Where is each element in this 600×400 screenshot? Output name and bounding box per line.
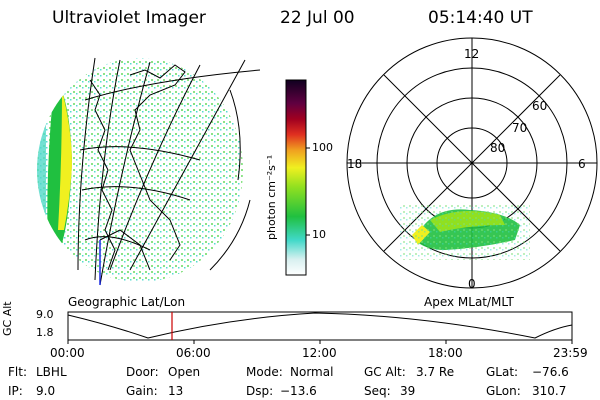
coastline [89,64,186,271]
info-mode-label: Mode: [246,365,283,379]
colorbar-tick-100: 100 [312,141,333,154]
timeline-xtick-0: 00:00 [50,346,85,360]
lat-label-70: 70 [512,121,528,135]
polar-label: Apex MLat/MLT [424,295,514,309]
info-door-value: Open [168,365,201,379]
timeline-xtick-4: 23:59 [553,346,588,360]
info-door-label: Door: [126,365,159,379]
info-glon-value: 310.7 [532,384,567,398]
timeline-ytick-bottom: 1.8 [36,326,54,339]
colorbar-unit: photon cm⁻²s⁻¹ [265,154,278,240]
info-glon-label: GLon: [486,384,521,398]
timeline-xtick-3: 18:00 [428,346,463,360]
time-label: 05:14:40 UT [428,8,533,28]
info-dsp-value: −13.6 [280,384,317,398]
lat-label-60: 60 [532,99,548,113]
info-gain-label: Gain: [126,384,158,398]
info-gain-value: 13 [168,384,184,398]
polar-aurora [400,205,530,260]
lat-label-80: 80 [490,141,506,155]
info-seq-label: Seq: [364,384,391,398]
date-label: 22 Jul 00 [280,8,355,28]
colorbar [285,79,307,276]
info-gcalt-value: 3.7 Re [416,365,455,379]
mlt-label-6: 6 [578,157,586,171]
info-dsp-label: Dsp: [246,384,274,398]
colorbar-tick-10: 10 [312,228,326,241]
app-title: Ultraviolet Imager [52,8,206,28]
mlt-label-12: 12 [464,47,480,61]
info-flt-value: LBHL [36,365,67,379]
geographic-label: Geographic Lat/Lon [68,295,186,309]
timeline-ytick-top: 9.0 [36,308,54,321]
info-flt-label: Flt: [8,365,27,379]
info-ip-label: IP: [8,384,23,398]
info-mode-value: Normal [290,365,334,379]
timeline-ylabel: GC Alt [1,301,14,336]
mlt-label-0: 0 [468,277,476,291]
timeline-xtick-2: 12:00 [302,346,337,360]
mlt-label-18: 18 [347,157,363,171]
geographic-image [37,58,243,282]
timeline-xtick-1: 06:00 [176,346,211,360]
info-ip-value: 9.0 [36,384,56,398]
info-gcalt-label: GC Alt: [364,365,406,379]
geographic-grid [77,57,261,286]
info-glat-value: −76.6 [532,365,569,379]
timeline-plot [67,311,573,344]
info-glat-label: GLat: [486,365,519,379]
info-seq-value: 39 [400,384,416,398]
